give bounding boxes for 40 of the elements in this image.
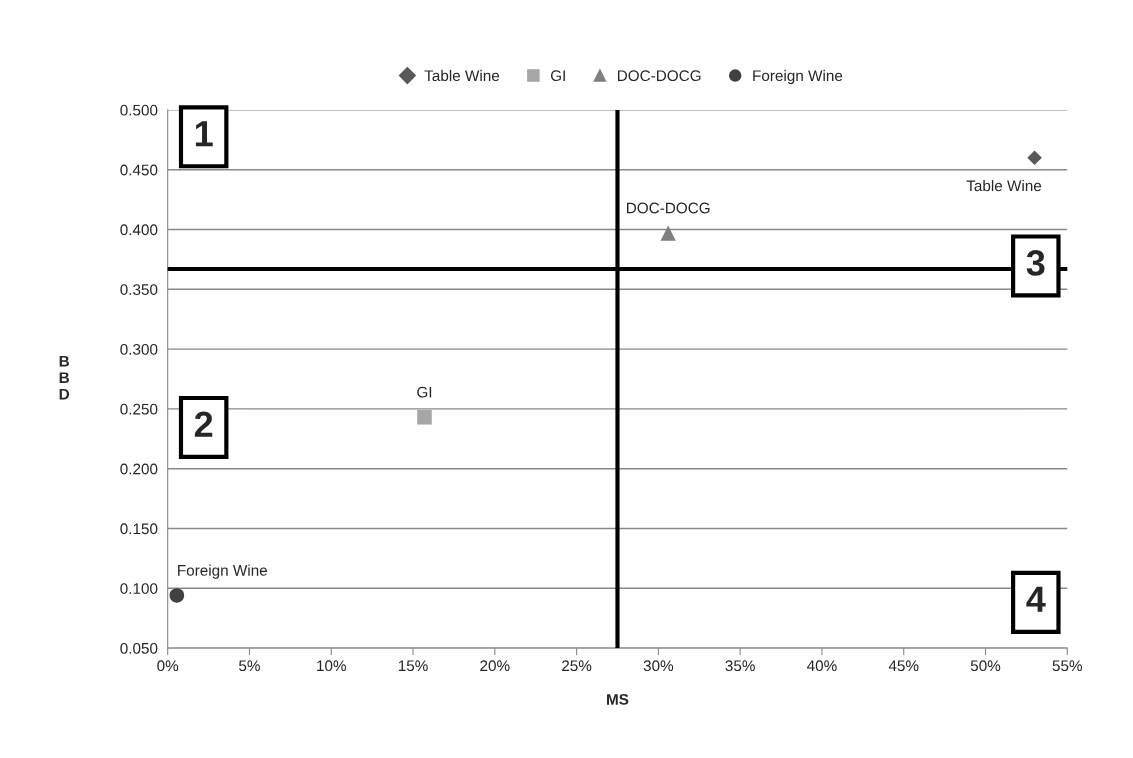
y-tick-label: 0.300 bbox=[120, 343, 158, 355]
x-tick-label: 15% bbox=[398, 660, 428, 672]
legend-label: Foreign Wine bbox=[753, 69, 843, 85]
text: Table Wine bbox=[966, 179, 1042, 192]
x-tick-label: 5% bbox=[239, 660, 260, 672]
annotation: 2 bbox=[194, 411, 213, 437]
point bbox=[1027, 150, 1042, 166]
x-axis-title: MS bbox=[607, 693, 629, 705]
x-tick-label: 10% bbox=[317, 660, 346, 672]
y-tick-label: 0.050 bbox=[120, 642, 158, 654]
y-axis-title: BBD bbox=[59, 355, 70, 400]
y-tick-label: 0.150 bbox=[120, 523, 158, 535]
text: Foreign Wine bbox=[178, 564, 268, 579]
point bbox=[417, 409, 432, 425]
y-tick-label: 0.400 bbox=[120, 224, 158, 236]
y-tick-label: 0.350 bbox=[120, 284, 158, 295]
x-tick-label: 55% bbox=[1052, 660, 1083, 672]
annotation: 1 bbox=[195, 121, 213, 147]
x-tick-label: 50% bbox=[970, 660, 1001, 672]
annotation: 3 bbox=[1026, 250, 1045, 276]
point bbox=[660, 225, 676, 241]
annotation: 4 bbox=[1026, 586, 1046, 612]
legend-label: GI bbox=[550, 70, 565, 82]
x-tick-label: 30% bbox=[643, 660, 674, 672]
legend-label: Table Wine bbox=[424, 69, 500, 82]
x-tick-label: 25% bbox=[562, 660, 592, 672]
text: GI bbox=[417, 386, 432, 398]
y-tick-label: 0.500 bbox=[120, 104, 158, 116]
point bbox=[169, 588, 185, 603]
text: DOC-DOCG bbox=[627, 202, 710, 214]
y-tick-label: 0.200 bbox=[120, 463, 158, 475]
x-tick-label: 35% bbox=[725, 660, 755, 672]
x-tick-label: 40% bbox=[807, 660, 837, 672]
x-tick-label: 20% bbox=[480, 660, 510, 672]
y-tick-label: 0.100 bbox=[120, 583, 158, 594]
x-tick-label: 45% bbox=[888, 660, 919, 672]
y-tick-label: 0.250 bbox=[120, 403, 158, 415]
x-tick-label: 0% bbox=[157, 660, 179, 672]
legend-label: DOC-DOCG bbox=[617, 70, 701, 82]
y-tick-label: 0.450 bbox=[120, 164, 158, 176]
